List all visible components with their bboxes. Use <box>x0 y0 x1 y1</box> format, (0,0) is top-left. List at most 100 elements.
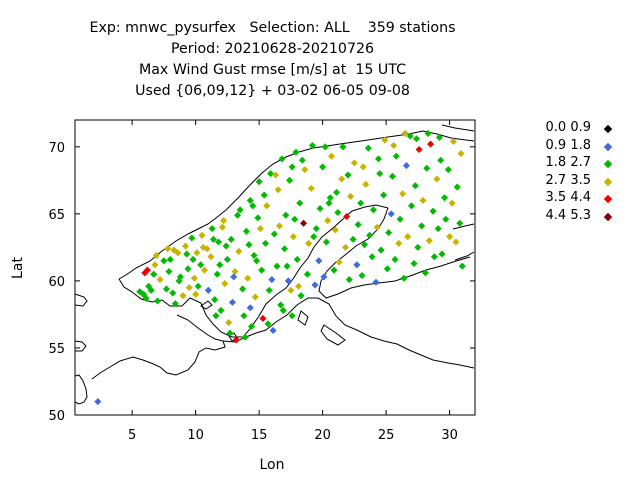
station-point <box>311 281 319 289</box>
station-point <box>373 223 381 231</box>
station-point <box>347 192 355 200</box>
station-point <box>216 261 224 269</box>
station-point <box>425 237 433 245</box>
station-point <box>387 210 395 218</box>
station-point <box>331 226 339 234</box>
station-point <box>209 235 217 243</box>
station-point <box>325 199 333 207</box>
station-point <box>288 163 296 171</box>
station-point <box>142 294 150 302</box>
station-point <box>344 171 352 179</box>
station-point <box>190 274 198 282</box>
legend-entry: 1.8 2.7 <box>505 155 615 173</box>
station-point <box>214 238 223 246</box>
station-point <box>160 257 168 265</box>
x-tick-label: 10 <box>187 428 204 443</box>
station-point <box>448 199 456 207</box>
station-point <box>324 217 332 225</box>
station-point <box>268 276 276 284</box>
station-point <box>192 290 200 298</box>
station-point <box>234 211 242 219</box>
station-point <box>353 261 361 269</box>
station-point <box>423 164 431 172</box>
station-point <box>390 141 398 150</box>
station-point <box>345 276 353 284</box>
legend: 0.0 0.9 0.9 1.8 1.8 2.7 2.7 3.5 3.5 4.4 4.4 5… <box>505 120 615 225</box>
station-point <box>165 267 173 276</box>
station-point <box>279 306 287 314</box>
station-point <box>287 286 295 294</box>
legend-label: 0.0 0.9 <box>545 120 591 135</box>
station-point <box>456 219 464 227</box>
station-point <box>404 233 412 241</box>
legend-entry: 4.4 5.3 <box>505 208 615 226</box>
station-point <box>156 276 164 284</box>
station-point <box>326 194 334 202</box>
station-point <box>185 284 193 292</box>
station-point <box>247 322 256 331</box>
station-point <box>305 239 313 247</box>
station-point <box>396 215 404 223</box>
station-point <box>293 255 301 263</box>
station-point <box>360 241 369 249</box>
station-point <box>236 206 244 214</box>
station-point <box>255 178 263 186</box>
station-points <box>94 129 466 406</box>
station-point <box>338 175 346 183</box>
station-point <box>433 175 441 183</box>
station-point <box>154 297 162 305</box>
station-point <box>368 253 376 261</box>
station-point <box>310 233 318 241</box>
station-point <box>273 262 281 270</box>
station-point <box>316 204 324 213</box>
axis-ticks: 5 10 15 20 25 30 50 55 60 65 70 <box>48 120 475 443</box>
station-point <box>297 292 305 300</box>
station-point <box>249 202 257 210</box>
station-point <box>442 215 450 223</box>
station-point <box>395 239 403 247</box>
station-point <box>377 246 385 254</box>
legend-label: 2.7 3.5 <box>545 172 591 188</box>
legend-label: 3.5 4.4 <box>545 190 591 205</box>
y-axis-title: Lat <box>10 257 26 279</box>
station-point <box>198 231 206 239</box>
y-tick-label: 70 <box>48 141 65 156</box>
legend-entry: 0.9 1.8 <box>505 138 615 156</box>
x-tick-label: 30 <box>441 428 458 443</box>
station-point <box>388 172 396 180</box>
station-point <box>349 235 357 243</box>
station-point <box>174 249 182 257</box>
station-point <box>222 242 230 250</box>
station-point <box>261 239 270 247</box>
station-point <box>312 225 320 233</box>
station-point <box>260 191 268 199</box>
station-point <box>212 312 220 320</box>
station-point <box>400 274 408 282</box>
station-point <box>231 267 239 276</box>
station-point <box>278 155 286 163</box>
station-point <box>183 250 191 258</box>
station-point <box>246 304 254 312</box>
station-point <box>251 293 259 301</box>
station-point <box>284 277 292 285</box>
station-point <box>320 273 328 281</box>
station-point <box>94 398 102 406</box>
station-point <box>143 266 151 274</box>
station-point <box>381 136 389 144</box>
x-tick-label: 15 <box>251 428 268 443</box>
station-point <box>181 242 190 250</box>
station-point <box>453 183 461 191</box>
station-point <box>413 135 421 143</box>
station-point <box>350 159 358 167</box>
station-point <box>282 211 290 219</box>
station-point <box>354 221 362 229</box>
station-point <box>169 289 177 297</box>
coastline-map <box>74 124 475 405</box>
legend-marker <box>603 124 613 134</box>
station-point <box>256 225 264 233</box>
station-point <box>427 140 435 148</box>
station-point <box>230 273 238 281</box>
station-point <box>374 155 383 163</box>
station-point <box>307 184 315 192</box>
station-point <box>270 230 278 238</box>
